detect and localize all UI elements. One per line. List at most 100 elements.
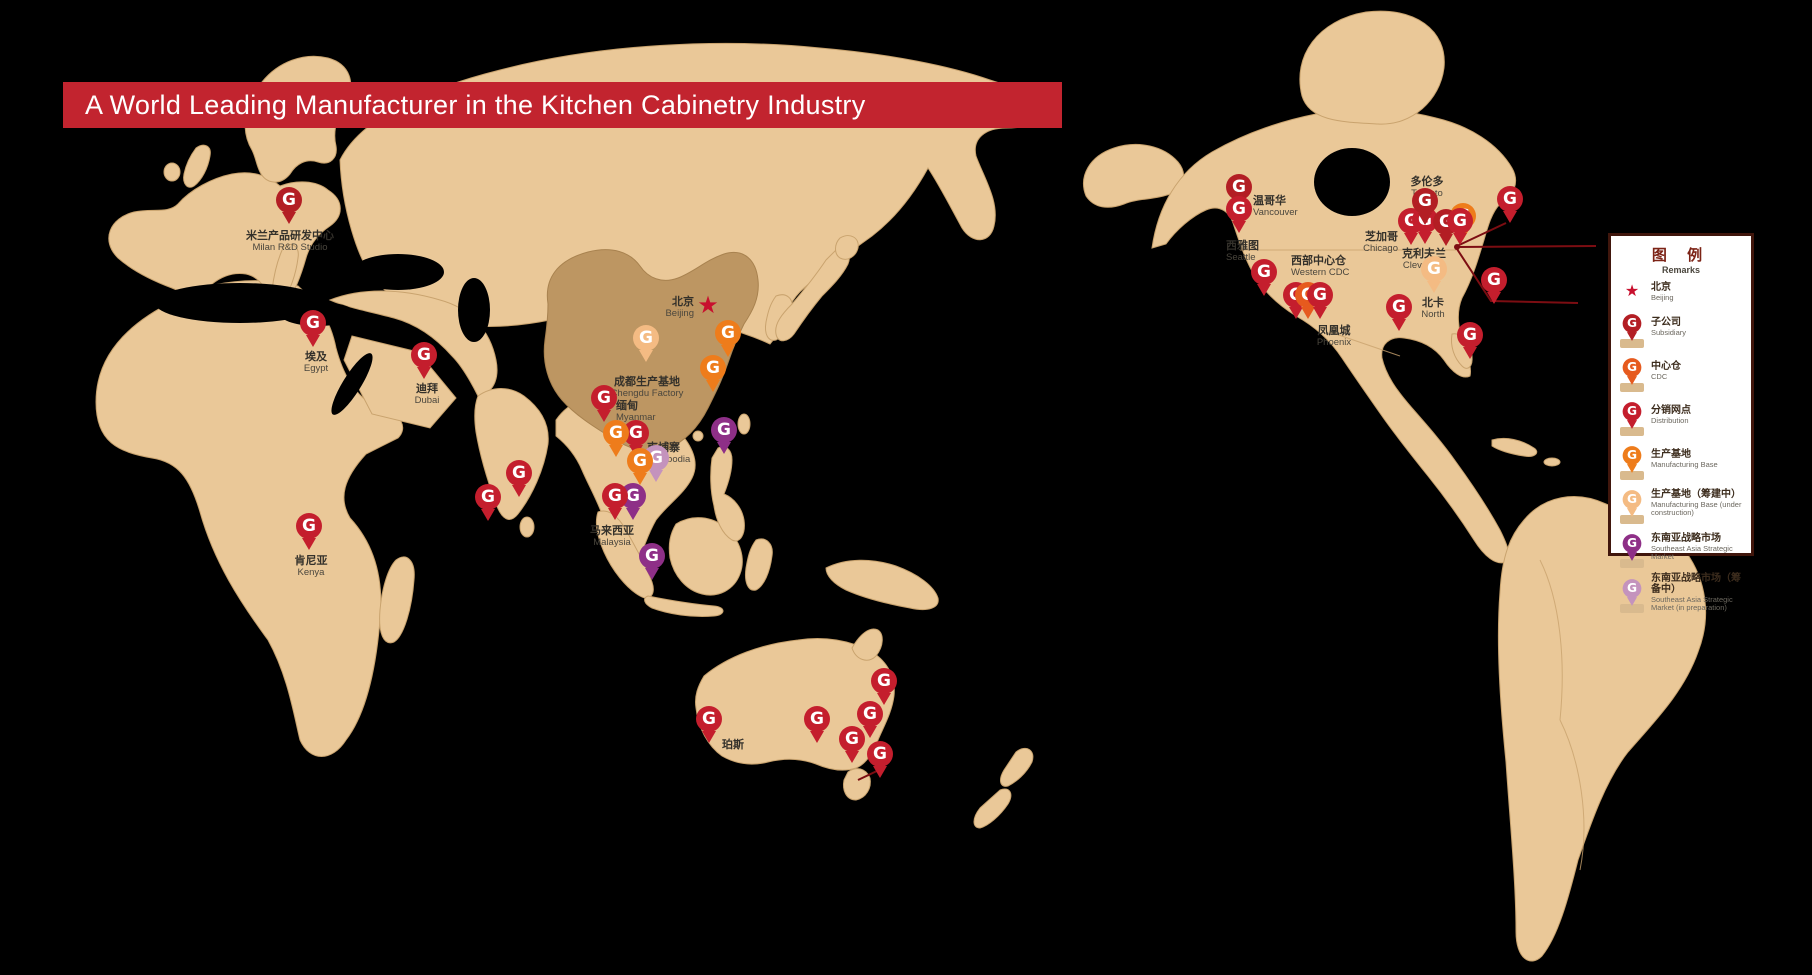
- pin-g-icon: G: [1457, 322, 1483, 348]
- legend-label-en: Manufacturing Base: [1651, 459, 1718, 469]
- africa-landmass: [95, 280, 403, 757]
- philippines-islands: [710, 446, 745, 542]
- legend-item-distribution: G 分销网点 Distribution: [1617, 397, 1745, 436]
- pin-g-icon: G: [591, 385, 617, 411]
- legend-pin-icon-cdc: G: [1622, 357, 1642, 385]
- map-pin-california[interactable]: G: [1250, 259, 1278, 296]
- pin-g-icon: G: [711, 417, 737, 443]
- map-pin-kenya[interactable]: G: [295, 513, 323, 550]
- pin-g-icon: G: [276, 187, 302, 213]
- pin-g-icon: G: [300, 310, 326, 336]
- pin-g-icon: G: [639, 543, 665, 569]
- leader-line-1: [1456, 245, 1597, 248]
- caspian-sea: [458, 278, 490, 342]
- legend-panel: 图 例 Remarks ★ 北京 Beijing G 子公司 Subsidiary G 中心仓…: [1608, 233, 1754, 613]
- sri-lanka: [519, 516, 535, 538]
- map-star-beijing[interactable]: ★: [697, 292, 719, 320]
- japan-honshu: [775, 248, 850, 342]
- pin-g-icon: G: [627, 448, 653, 474]
- map-pin-thailand[interactable]: G: [602, 420, 630, 457]
- map-pin-dubai[interactable]: G: [410, 342, 438, 379]
- legend-item-sea_market: G 东南亚战略市场 Southeast Asia Strategic Market: [1617, 529, 1745, 568]
- map-pin-india-south[interactable]: G: [474, 484, 502, 521]
- map-pin-egypt[interactable]: G: [299, 310, 327, 347]
- java: [644, 595, 724, 617]
- map-pin-malaysia[interactable]: G: [601, 483, 629, 520]
- legend-label-zh: 生产基地（筹建中）: [1651, 489, 1741, 501]
- legend-item-manufacturing_uc: G 生产基地（筹建中） Manufacturing Base (under cons…: [1617, 485, 1745, 524]
- pin-g-icon: G: [1481, 267, 1507, 293]
- map-pin-texas[interactable]: G: [1385, 294, 1413, 331]
- map-pin-myanmar[interactable]: G: [590, 385, 618, 422]
- map-pin-seattle[interactable]: G: [1225, 196, 1253, 233]
- pin-g-icon: G: [506, 460, 532, 486]
- legend-subtitle: Remarks: [1661, 265, 1701, 275]
- legend-pin-icon-subsidiary: G: [1622, 313, 1642, 341]
- cuba: [1491, 437, 1538, 457]
- legend-pin-base: [1620, 514, 1644, 524]
- red-sea: [331, 353, 373, 415]
- map-pin-tasmania[interactable]: G: [866, 741, 894, 778]
- map-pin-florida[interactable]: G: [1456, 322, 1484, 359]
- pin-g-icon: G: [857, 701, 883, 727]
- legend-label-en: Distribution: [1651, 415, 1689, 425]
- legend-item-sea_market_prep: G 东南亚战略市场（筹备中） Southeast Asia Strategic Ma…: [1617, 573, 1745, 613]
- legend-label-zh: 北京: [1651, 282, 1671, 293]
- map-pin-milan[interactable]: G: [275, 187, 303, 224]
- map-pin-adelaide[interactable]: G: [803, 706, 831, 743]
- border-south-america-2: [1559, 719, 1585, 871]
- legend-label-en: Manufacturing Base (under construction): [1651, 499, 1742, 517]
- pin-g-icon: G: [296, 513, 322, 539]
- map-pin-phoenix-2[interactable]: G: [1306, 282, 1334, 319]
- pin-g-icon: G: [475, 484, 501, 510]
- taiwan: [737, 413, 751, 435]
- legend-star-icon: ★: [1624, 282, 1640, 300]
- map-pin-southeast-us[interactable]: G: [1480, 267, 1508, 304]
- pin-g-icon: G: [1307, 282, 1333, 308]
- map-pin-philippines[interactable]: G: [710, 417, 738, 454]
- sulawesi: [745, 538, 773, 591]
- headline-banner: A World Leading Manufacturer in the Kitc…: [63, 82, 1062, 128]
- pin-g-icon: G: [602, 483, 628, 509]
- united-kingdom: [183, 144, 211, 188]
- pin-g-icon: G: [1386, 294, 1412, 320]
- legend-item-manufacturing: G 生产基地 Manufacturing Base: [1617, 441, 1745, 480]
- legend-pin-base: [1620, 558, 1644, 568]
- map-pin-north-carolina[interactable]: G: [1420, 256, 1448, 293]
- map-pin-sydney[interactable]: G: [856, 701, 884, 738]
- legend-pin-base: [1620, 338, 1644, 348]
- map-pin-brisbane[interactable]: G: [870, 668, 898, 705]
- map-pin-jakarta[interactable]: G: [638, 543, 666, 580]
- map-pin-india-east[interactable]: G: [505, 460, 533, 497]
- legend-item-star: ★ 北京 Beijing: [1617, 282, 1745, 302]
- map-pin-perth[interactable]: G: [695, 706, 723, 743]
- map-pin-vietnam[interactable]: G: [626, 448, 654, 485]
- pin-g-icon: G: [867, 741, 893, 767]
- map-pin-south-china[interactable]: G: [699, 355, 727, 392]
- pin-g-icon: G: [1421, 256, 1447, 282]
- pin-g-icon: G: [700, 355, 726, 381]
- map-pin-northeast-us[interactable]: G: [1496, 186, 1524, 223]
- legend-label-zh: 东南亚战略市场: [1651, 533, 1721, 545]
- pin-g-icon: G: [1226, 196, 1252, 222]
- legend-title: 图 例: [1651, 247, 1711, 264]
- map-pin-chengdu[interactable]: G: [632, 325, 660, 362]
- map-pin-east-china[interactable]: G: [714, 320, 742, 357]
- legend-pin-base: [1620, 382, 1644, 392]
- new-zealand-north: [1000, 747, 1034, 787]
- legend-pin-base: [1620, 604, 1644, 613]
- legend-pin-icon-manufacturing_uc: G: [1622, 489, 1642, 517]
- legend-label-en: CDC: [1651, 371, 1668, 381]
- pin-g-icon: G: [1447, 208, 1473, 234]
- pin-g-icon: G: [633, 325, 659, 351]
- pin-g-icon: G: [804, 706, 830, 732]
- headline-text: A World Leading Manufacturer in the Kitc…: [85, 89, 866, 120]
- legend-pin-base: [1620, 426, 1644, 436]
- pin-g-icon: G: [1497, 186, 1523, 212]
- hudson-bay: [1314, 148, 1390, 216]
- legend-label-zh: 东南亚战略市场（筹备中）: [1651, 572, 1741, 596]
- map-pin-cleveland-2[interactable]: G: [1446, 208, 1474, 245]
